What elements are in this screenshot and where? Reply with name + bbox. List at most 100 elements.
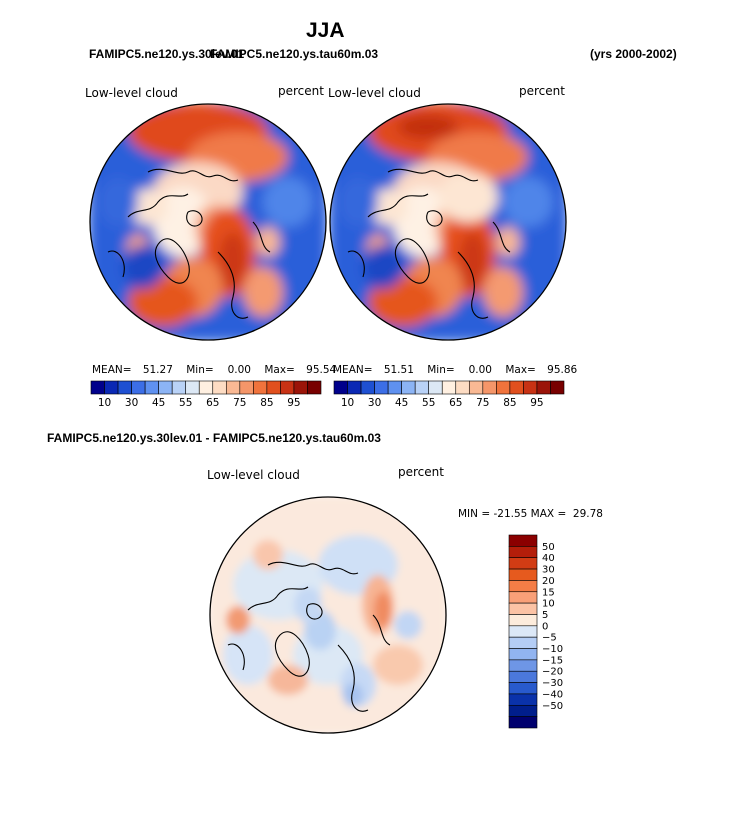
panel1-max-value: 95.54 [306,364,337,376]
colorbar-swatch [523,380,538,395]
polar-map-panel-2 [329,103,567,341]
panel3-stats: MIN = -21.55 MAX = 29.78 [458,508,603,520]
difference-title: FAMIPC5.ne120.ys.30lev.01 - FAMIPC5.ne12… [47,431,381,445]
colorbar-swatch [455,380,470,395]
panel1-max-label: Max= [264,364,295,376]
colorbar-swatch [441,380,457,395]
left-case-title: FAMIPC5.ne120.ys.30lev.01 [89,47,245,61]
colorbar-swatch [508,625,538,638]
colorbar-swatch [508,546,538,559]
polar-map-panel-1 [89,103,327,341]
colorbar-swatch [104,380,119,395]
colorbar-swatch [468,380,484,395]
colorbar-swatch [347,380,362,395]
right-case-title: FAMIPC5.ne120.ys.tau60m.03 [210,47,379,61]
panel1-field-label: Low-level cloud [85,86,178,100]
panel1-stats: MEAN= 51.27 Min= 0.00 Max= 95.54 [92,364,336,376]
colorbar-tick-label: 55 [179,397,192,409]
panel3-units-label: percent [398,465,444,479]
colorbar-swatch [185,380,200,395]
colorbar-tick-label: 45 [152,397,165,409]
years-title: (yrs 2000-2002) [590,47,677,61]
colorbar-tick-label: 50 [542,542,555,553]
colorbar-swatch [198,380,214,395]
colorbar-swatch [131,380,146,395]
colorbar-panel-1: 10 30 45 55 65 75 85 95 [90,380,322,409]
panel2-field-label: Low-level cloud [328,86,421,100]
colorbar-tick-label: −50 [542,701,563,712]
panel3-field-label: Low-level cloud [207,468,300,482]
colorbar-swatch [509,380,524,395]
colorbar-tick-label: 75 [233,397,246,409]
colorbar-swatch [508,557,538,570]
panel2-units-label: percent [519,84,565,98]
colorbar-swatch [374,380,389,395]
colorbar-swatch [144,380,159,395]
colorbar-tick-label: −5 [542,633,557,644]
colorbar-tick-label: 30 [125,397,138,409]
colorbar-tick-label: 30 [542,565,555,576]
colorbar-tick-label: −30 [542,678,563,689]
panel2-max-label: Max= [505,364,536,376]
colorbar-tick-label: 55 [422,397,435,409]
colorbar-tick-label: 40 [542,553,555,564]
colorbar-swatch [90,380,105,395]
colorbar-tick-label: 65 [449,397,462,409]
colorbar-swatch [508,614,538,627]
colorbar-swatch [333,380,348,395]
colorbar-swatch [360,380,375,395]
colorbar-swatch [550,380,565,395]
colorbar-tick-label: 10 [542,599,555,610]
colorbar-swatch [117,380,132,395]
panel2-min-value: 0.00 [468,364,492,376]
colorbar-swatch [293,380,308,395]
colorbar-swatch [496,380,511,395]
colorbar-tick-label: 95 [530,397,543,409]
colorbar-swatch [508,636,538,649]
panel1-mean-value: 51.27 [142,364,173,376]
colorbar-tick-label: 30 [368,397,381,409]
colorbar-panel-2: 10 30 45 55 65 75 85 95 [333,380,565,409]
colorbar-swatch [482,380,497,395]
colorbar-swatch [401,380,416,395]
colorbar-swatch [508,591,538,604]
colorbar-tick-label: −20 [542,667,563,678]
colorbar-tick-label: 85 [260,397,273,409]
colorbar-swatch [508,716,538,729]
colorbar-swatch [508,693,538,706]
panel2-mean-label: MEAN= [333,364,373,376]
colorbar-swatch [266,380,281,395]
panel2-max-value: 95.86 [547,364,578,376]
colorbar-tick-label: 10 [341,397,354,409]
colorbar-tick-label: −10 [542,644,563,655]
colorbar-tick-label: 85 [503,397,516,409]
colorbar-tick-label: 75 [476,397,489,409]
colorbar-tick-label: −40 [542,689,563,700]
colorbar-swatch [280,380,295,395]
colorbar-tick-label: 20 [542,576,555,587]
colorbar-swatch [387,380,402,395]
colorbar-tick-label: −15 [542,655,563,666]
colorbar-tick-label: 95 [287,397,300,409]
colorbar-tick-label: 0 [542,621,548,632]
colorbar-swatch [253,380,268,395]
colorbar-tick-label: 5 [542,610,548,621]
colorbar-swatch [239,380,254,395]
colorbar-swatch [508,580,538,593]
colorbar-tick-label: 65 [206,397,219,409]
panel2-mean-value: 51.51 [383,364,414,376]
colorbar-tick-label: 10 [98,397,111,409]
colorbar-swatch [428,380,443,395]
panel1-mean-label: MEAN= [92,364,132,376]
colorbar-swatch [508,659,538,672]
colorbar-tick-label: 45 [395,397,408,409]
panel1-min-value: 0.00 [227,364,251,376]
colorbar-swatch [158,380,173,395]
panel1-units-label: percent [278,84,324,98]
colorbar-swatch [508,682,538,695]
colorbar-swatch [508,568,538,581]
polar-map-panel-difference [209,496,447,734]
colorbar-swatch [508,670,538,683]
colorbar-swatch [508,534,538,547]
season-title: JJA [306,19,345,42]
